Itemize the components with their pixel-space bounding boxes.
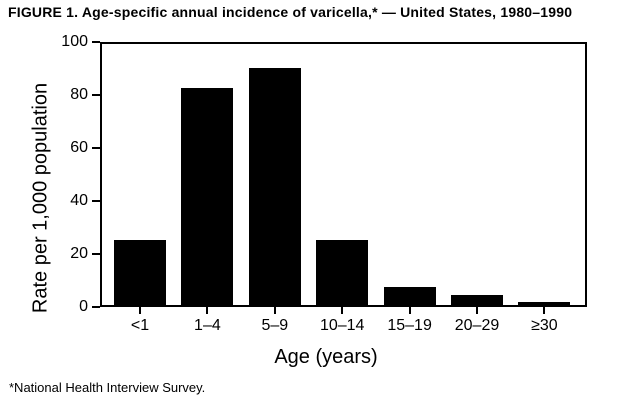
x-tick-mark [206,307,209,314]
x-tick-mark [476,307,478,314]
y-tick-label: 80 [70,86,88,103]
bar-<1 [114,239,166,305]
bar-15–19 [383,286,436,305]
x-tick-mark [273,307,276,314]
plot-area [100,42,587,307]
x-tick-label: <1 [130,317,150,334]
x-tick-mark [341,307,344,314]
x-tick-label: ≥30 [531,317,558,334]
y-tick-label: 40 [70,192,88,209]
x-tick-label: 1–4 [194,317,221,334]
y-tick-mark [92,200,100,202]
y-tick-mark [92,253,100,255]
y-tick-label: 20 [70,245,88,262]
x-tick-label: 15–19 [387,317,432,334]
x-axis-label: Age (years) [274,346,378,368]
bar-1–4 [181,88,234,305]
bar-≥30 [518,302,571,305]
y-tick-label: 0 [79,298,88,315]
y-tick-mark [92,147,100,149]
y-tick-label: 60 [70,139,88,156]
figure-footnote: *National Health Interview Survey. [9,380,206,395]
y-tick-mark [92,94,100,96]
bar-5–9 [248,67,301,305]
figure-title: FIGURE 1. Age-specific annual incidence … [8,4,573,20]
bar-20–29 [451,294,503,305]
y-tick-mark [92,306,100,308]
y-tick-label: 100 [61,33,88,50]
y-tick-mark [92,41,100,43]
bar-10–14 [316,239,369,305]
x-tick-label: 10–14 [319,317,365,334]
x-tick-label: 5–9 [261,317,289,334]
x-tick-mark [543,307,546,314]
x-tick-label: 20–29 [454,317,500,334]
x-tick-mark [408,307,411,314]
x-tick-mark [139,307,141,314]
